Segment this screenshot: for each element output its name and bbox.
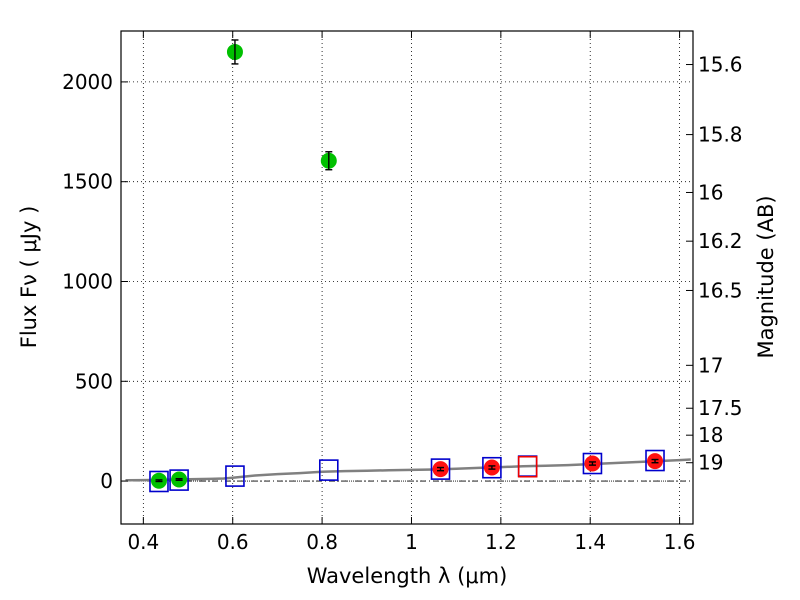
model-square-marker: [430, 458, 451, 480]
y2-tick-label: 15.8: [698, 123, 743, 147]
x-tick-label: 1: [405, 530, 418, 554]
model-photometry-layer: [149, 449, 665, 493]
y2-axis-title: Magnitude (AB): [754, 195, 778, 358]
model-square-marker: [482, 456, 502, 479]
model-square-marker: [318, 459, 339, 481]
y2-tick-label: 16: [698, 180, 723, 204]
x-tick-label: 0.4: [127, 530, 159, 554]
photometry-layer: [150, 39, 664, 489]
y2-tick-label: 15.6: [698, 53, 743, 77]
y2-tick-label: 18: [698, 423, 723, 447]
x-tick-label: 1.4: [574, 530, 606, 554]
model-square-marker: [169, 469, 189, 491]
y-tick-label: 1000: [62, 269, 113, 293]
x-axis-title: Wavelength λ (μm): [307, 564, 508, 588]
y2-tick-label: 17.5: [698, 396, 743, 420]
x-tick-label: 0.6: [217, 530, 249, 554]
y-tick-label: 1500: [62, 170, 113, 194]
y-tick-label: 2000: [62, 70, 113, 94]
y-tick-label: 500: [75, 369, 113, 393]
y2-axis-ticks: 15.6 15.8 16 16.2 16.5 17 17.5 18 19: [686, 53, 743, 475]
x-tick-label: 1.6: [664, 530, 696, 554]
grid: [121, 31, 693, 524]
y2-tick-label: 19: [698, 451, 723, 475]
model-square-marker: [225, 465, 245, 487]
y2-tick-label: 17: [698, 353, 723, 377]
model-square-marker: [645, 449, 665, 472]
plot-frame: [120, 30, 694, 525]
x-axis-ticks: 0.4 0.6 0.8 1 1.2 1.4 1.6: [127, 31, 696, 554]
y-axis-title: Flux Fν ( μJy ): [17, 206, 41, 349]
y-tick-label: 0: [100, 469, 113, 493]
y-axis-ticks: 0 500 1000 1500 2000: [62, 70, 128, 493]
model-square-marker: [149, 470, 169, 493]
model-square-marker: [582, 452, 603, 475]
y2-tick-label: 16.2: [698, 229, 743, 253]
x-tick-label: 0.8: [306, 530, 338, 554]
model-square-marker: [517, 455, 538, 478]
y2-tick-label: 16.5: [698, 278, 743, 302]
x-tick-label: 1.2: [485, 530, 517, 554]
